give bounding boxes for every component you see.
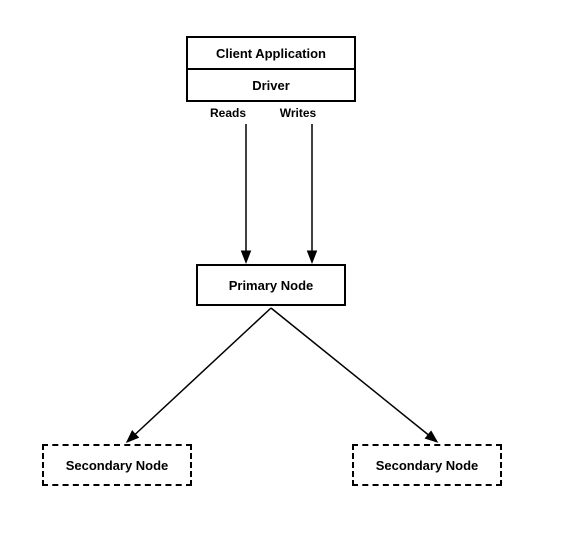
driver-label: Driver bbox=[252, 78, 290, 93]
primary-node-label: Primary Node bbox=[229, 278, 314, 293]
client-stack: Client Application Driver bbox=[186, 36, 356, 102]
driver-node: Driver bbox=[188, 70, 354, 100]
secondary-node-right: Secondary Node bbox=[352, 444, 502, 486]
edge-label-writes: Writes bbox=[278, 106, 318, 120]
secondary-node-right-label: Secondary Node bbox=[376, 458, 479, 473]
edge-label-reads: Reads bbox=[208, 106, 248, 120]
secondary-node-left-label: Secondary Node bbox=[66, 458, 169, 473]
secondary-node-left: Secondary Node bbox=[42, 444, 192, 486]
client-application-node: Client Application bbox=[188, 38, 354, 70]
primary-node: Primary Node bbox=[196, 264, 346, 306]
client-application-label: Client Application bbox=[216, 46, 326, 61]
arrow-primary-to-left bbox=[128, 308, 271, 441]
arrow-primary-to-right bbox=[271, 308, 436, 441]
